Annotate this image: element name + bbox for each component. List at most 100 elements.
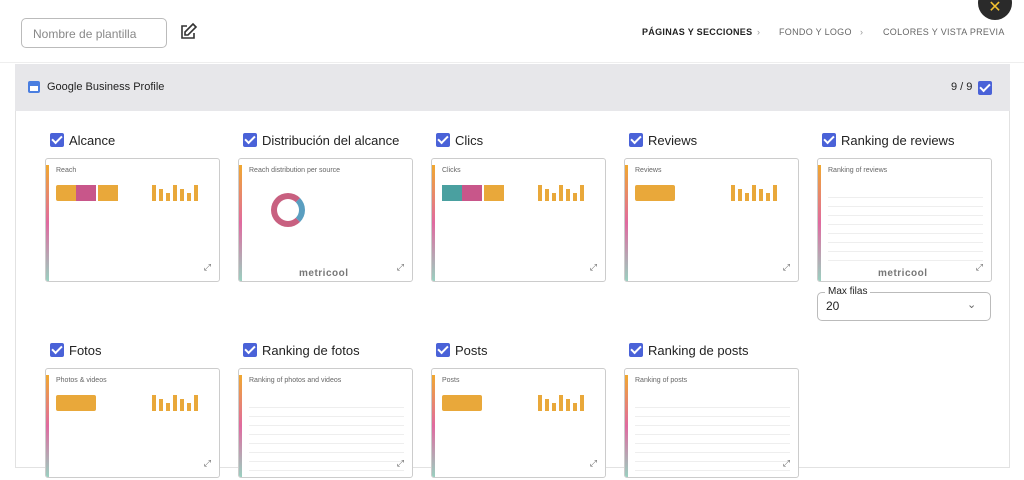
section-checkbox[interactable]: [978, 81, 992, 95]
expand-icon: ⤢: [203, 262, 211, 272]
preview-stripe: [46, 165, 49, 281]
preview-bar: [745, 193, 749, 201]
preview-bar: [194, 395, 198, 411]
preview-stripe: [432, 165, 435, 281]
watermark: metricool: [878, 268, 928, 279]
preview-bar: [766, 193, 770, 201]
preview-stripe: [625, 165, 628, 281]
preview-row: [635, 443, 790, 444]
card-label: Distribución del alcance: [262, 133, 400, 148]
card-checkbox[interactable]: [243, 133, 257, 147]
expand-icon: ⤢: [782, 458, 790, 468]
preview-content: [249, 183, 404, 271]
preview-title: Reviews: [635, 167, 662, 174]
preview-bar: [187, 193, 191, 201]
max-rows-value: 20: [826, 299, 840, 313]
preview-row: [635, 461, 790, 462]
card-label: Fotos: [69, 343, 102, 358]
max-rows-select[interactable]: [817, 292, 991, 321]
preview-content: [442, 393, 597, 467]
preview-bar: [573, 403, 577, 411]
preview-bar: [173, 395, 177, 411]
preview-stripe: [239, 375, 242, 477]
preview-row: [249, 461, 404, 462]
step[interactable]: FONDO Y LOGO: [779, 27, 852, 37]
preview-title: Photos & videos: [56, 377, 107, 384]
card-checkbox[interactable]: [629, 343, 643, 357]
preview-row: [828, 260, 983, 261]
card-preview: Reviews ⤢: [624, 158, 799, 282]
card-preview: Ranking of posts ⤢: [624, 368, 799, 478]
preview-row: [249, 470, 404, 471]
card-checkbox[interactable]: [243, 343, 257, 357]
preview-donut: [271, 193, 305, 227]
card-label: Alcance: [69, 133, 116, 148]
preview-row: [635, 425, 790, 426]
preview-bar: [166, 403, 170, 411]
preview-bar: [194, 185, 198, 201]
step[interactable]: PÁGINAS Y SECCIONES: [642, 27, 753, 37]
preview-kpi: [98, 185, 118, 201]
card-checkbox[interactable]: [50, 343, 64, 357]
preview-bar: [559, 185, 563, 201]
card-checkbox[interactable]: [436, 343, 450, 357]
card-checkbox[interactable]: [822, 133, 836, 147]
edit-icon[interactable]: [178, 22, 198, 42]
watermark: metricool: [299, 268, 349, 279]
preview-row: [249, 407, 404, 408]
preview-stripe: [625, 375, 628, 477]
preview-bar: [159, 399, 163, 411]
preview-bar: [573, 193, 577, 201]
close-button[interactable]: ✕: [978, 0, 1012, 20]
gbp-icon: [28, 81, 40, 93]
section-count: 9 / 9: [951, 81, 973, 93]
preview-row: [635, 470, 790, 471]
card-label: Ranking de reviews: [841, 133, 955, 148]
preview-content: [249, 393, 404, 471]
card-preview: Reach ⤢: [45, 158, 220, 282]
preview-bar: [752, 185, 756, 201]
preview-bar: [580, 185, 584, 201]
step[interactable]: COLORES Y VISTA PREVIA: [883, 27, 1005, 37]
card-checkbox[interactable]: [436, 133, 450, 147]
preview-bar: [552, 403, 556, 411]
card-label: Ranking de posts: [648, 343, 749, 358]
preview-content: [56, 393, 211, 467]
expand-icon: ⤢: [589, 262, 597, 272]
preview-bar: [545, 399, 549, 411]
card-label: Posts: [455, 343, 488, 358]
card-checkbox[interactable]: [629, 133, 643, 147]
template-name-input[interactable]: Nombre de plantilla: [21, 18, 167, 48]
preview-title: Ranking of photos and videos: [249, 377, 342, 384]
preview-row: [249, 443, 404, 444]
preview-bar: [180, 189, 184, 201]
preview-row: [828, 197, 983, 198]
preview-bar: [731, 185, 735, 201]
preview-row: [828, 251, 983, 252]
expand-icon: ⤢: [975, 262, 983, 272]
preview-title: Ranking of reviews: [828, 167, 888, 174]
expand-icon: ⤢: [782, 262, 790, 272]
preview-bar: [738, 189, 742, 201]
card-preview: Photos & videos ⤢: [45, 368, 220, 478]
preview-bar: [187, 403, 191, 411]
card-label: Ranking de fotos: [262, 343, 360, 358]
expand-icon: ⤢: [203, 458, 211, 468]
preview-title: Posts: [442, 377, 460, 384]
preview-kpi: [442, 185, 462, 201]
card-preview: Clicks ⤢: [431, 158, 606, 282]
preview-row: [635, 407, 790, 408]
preview-row: [249, 425, 404, 426]
preview-stripe: [239, 165, 242, 281]
expand-icon: ⤢: [396, 458, 404, 468]
preview-bar: [538, 395, 542, 411]
preview-title: Reach: [56, 167, 77, 174]
preview-row: [635, 416, 790, 417]
card-checkbox[interactable]: [50, 133, 64, 147]
preview-kpi: [484, 185, 504, 201]
preview-content: [56, 183, 211, 271]
preview-kpi: [635, 185, 675, 201]
preview-bar: [559, 395, 563, 411]
preview-bar: [545, 189, 549, 201]
